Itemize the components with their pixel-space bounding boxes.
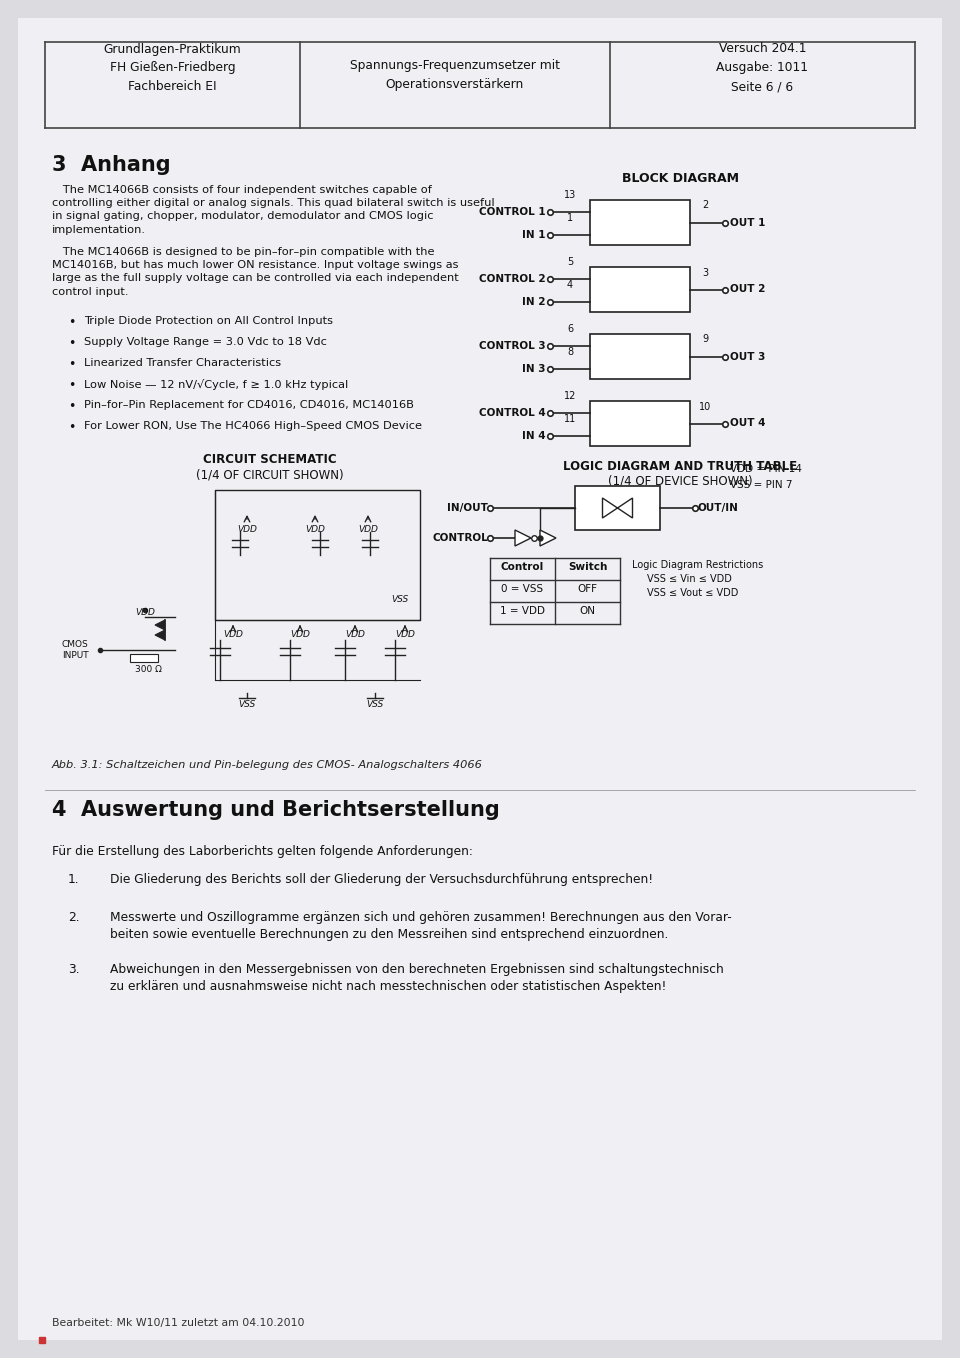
Polygon shape <box>515 530 531 546</box>
Text: IN 2: IN 2 <box>522 297 546 307</box>
Text: 3: 3 <box>702 268 708 277</box>
Text: 13: 13 <box>564 190 576 200</box>
Text: Switch: Switch <box>567 562 607 572</box>
Text: 3.: 3. <box>68 963 80 976</box>
Text: Low Noise — 12 nV/√Cycle, f ≥ 1.0 kHz typical: Low Noise — 12 nV/√Cycle, f ≥ 1.0 kHz ty… <box>84 379 348 390</box>
Text: 4: 4 <box>567 280 573 291</box>
Polygon shape <box>540 530 556 546</box>
Text: 10: 10 <box>699 402 711 411</box>
Text: Triple Diode Protection on All Control Inputs: Triple Diode Protection on All Control I… <box>84 316 333 326</box>
Text: 9: 9 <box>702 334 708 345</box>
Text: 6: 6 <box>567 325 573 334</box>
Text: VDD: VDD <box>345 630 365 640</box>
Text: 2.: 2. <box>68 911 80 923</box>
Text: Grundlagen-Praktikum
FH Gießen-Friedberg
Fachbereich EI: Grundlagen-Praktikum FH Gießen-Friedberg… <box>104 42 241 94</box>
Text: CMOS: CMOS <box>61 640 88 649</box>
Text: Die Gliederung des Berichts soll der Gliederung der Versuchsdurchführung entspre: Die Gliederung des Berichts soll der Gli… <box>110 873 653 885</box>
Text: ON: ON <box>580 606 595 617</box>
Text: Control: Control <box>501 562 544 572</box>
Polygon shape <box>603 498 633 517</box>
Text: OUT 1: OUT 1 <box>730 217 765 228</box>
Text: VDD: VDD <box>290 630 310 640</box>
Text: The MC14066B is designed to be pin–for–pin compatible with the
MC14016B, but has: The MC14066B is designed to be pin–for–p… <box>52 247 459 296</box>
Text: •: • <box>68 379 76 392</box>
Text: OUT 3: OUT 3 <box>730 352 765 361</box>
Text: VDD: VDD <box>305 526 324 534</box>
Text: OUT/IN: OUT/IN <box>698 502 739 513</box>
Polygon shape <box>155 621 165 630</box>
Text: 0 = VSS: 0 = VSS <box>501 584 543 593</box>
Text: CIRCUIT SCHEMATIC: CIRCUIT SCHEMATIC <box>204 454 337 466</box>
Text: 8: 8 <box>567 348 573 357</box>
Text: Logic Diagram Restrictions: Logic Diagram Restrictions <box>632 559 763 570</box>
Text: IN/OUT: IN/OUT <box>447 502 488 513</box>
Text: OUT 4: OUT 4 <box>730 418 765 429</box>
Text: LOGIC DIAGRAM AND TRUTH TABLE: LOGIC DIAGRAM AND TRUTH TABLE <box>563 460 797 473</box>
Text: CONTROL 2: CONTROL 2 <box>479 274 546 284</box>
Bar <box>130 655 158 661</box>
Text: (1/4 OF DEVICE SHOWN): (1/4 OF DEVICE SHOWN) <box>608 475 753 488</box>
Text: Versuch 204.1
Ausgabe: 1011
Seite 6 / 6: Versuch 204.1 Ausgabe: 1011 Seite 6 / 6 <box>716 42 808 94</box>
Text: •: • <box>68 401 76 413</box>
Text: 3  Anhang: 3 Anhang <box>52 155 171 175</box>
Text: 5: 5 <box>566 257 573 268</box>
Text: •: • <box>68 316 76 329</box>
Text: IN 1: IN 1 <box>522 230 546 240</box>
Text: VDD: VDD <box>135 608 155 617</box>
Text: •: • <box>68 337 76 350</box>
Text: •: • <box>68 359 76 371</box>
Text: •: • <box>68 421 76 435</box>
Text: VSS ≤ Vin ≤ VDD: VSS ≤ Vin ≤ VDD <box>647 574 732 584</box>
Bar <box>590 268 690 312</box>
Text: 2: 2 <box>702 201 708 210</box>
Text: VDD: VDD <box>223 630 243 640</box>
Text: Für die Erstellung des Laborberichts gelten folgende Anforderungen:: Für die Erstellung des Laborberichts gel… <box>52 845 473 858</box>
Text: 1: 1 <box>567 213 573 223</box>
Text: VSS ≤ Vout ≤ VDD: VSS ≤ Vout ≤ VDD <box>647 588 738 598</box>
Bar <box>575 486 660 530</box>
Text: Messwerte und Oszillogramme ergänzen sich und gehören zusammen! Berechnungen aus: Messwerte und Oszillogramme ergänzen sic… <box>110 911 732 941</box>
Text: VSS: VSS <box>367 699 384 709</box>
Text: Supply Voltage Range = 3.0 Vdc to 18 Vdc: Supply Voltage Range = 3.0 Vdc to 18 Vdc <box>84 337 326 348</box>
Bar <box>590 200 690 244</box>
Text: The MC14066B consists of four independent switches capable of
controlling either: The MC14066B consists of four independen… <box>52 185 494 235</box>
Text: Pin–for–Pin Replacement for CD4016, CD4016, MC14016B: Pin–for–Pin Replacement for CD4016, CD40… <box>84 401 414 410</box>
Text: Abb. 3.1: Schaltzeichen und Pin-belegung des CMOS- Analogschalters 4066: Abb. 3.1: Schaltzeichen und Pin-belegung… <box>52 760 483 770</box>
Text: VSS = PIN 7: VSS = PIN 7 <box>730 479 793 490</box>
Text: VDD: VDD <box>358 526 378 534</box>
Text: VSS: VSS <box>238 699 255 709</box>
Text: 300 Ω: 300 Ω <box>134 665 161 674</box>
Text: IN 3: IN 3 <box>522 364 546 373</box>
Text: 11: 11 <box>564 414 576 424</box>
Text: For Lower RON, Use The HC4066 High–Speed CMOS Device: For Lower RON, Use The HC4066 High–Speed… <box>84 421 422 430</box>
Polygon shape <box>155 630 165 640</box>
Bar <box>215 490 420 621</box>
Text: IN 4: IN 4 <box>522 430 546 441</box>
Text: Spannungs-Frequenzumsetzer mit
Operationsverstärkern: Spannungs-Frequenzumsetzer mit Operation… <box>350 58 560 91</box>
Text: Bearbeitet: Mk W10/11 zuletzt am 04.10.2010: Bearbeitet: Mk W10/11 zuletzt am 04.10.2… <box>52 1319 304 1328</box>
Text: Abweichungen in den Messergebnissen von den berechneten Ergebnissen sind schaltu: Abweichungen in den Messergebnissen von … <box>110 963 724 993</box>
Text: 12: 12 <box>564 391 576 401</box>
Text: VDD: VDD <box>237 526 257 534</box>
Text: 4  Auswertung und Berichtserstellung: 4 Auswertung und Berichtserstellung <box>52 800 500 820</box>
Text: CONTROL 4: CONTROL 4 <box>479 407 546 418</box>
Text: (1/4 OF CIRCUIT SHOWN): (1/4 OF CIRCUIT SHOWN) <box>196 469 344 481</box>
Text: CONTROL: CONTROL <box>432 532 488 543</box>
Text: OUT 2: OUT 2 <box>730 284 765 295</box>
Text: OFF: OFF <box>578 584 597 593</box>
Text: VDD = PIN 14: VDD = PIN 14 <box>730 464 802 474</box>
Text: Linearized Transfer Characteristics: Linearized Transfer Characteristics <box>84 359 281 368</box>
Text: CONTROL 1: CONTROL 1 <box>479 206 546 217</box>
Text: VDD: VDD <box>396 630 415 640</box>
Bar <box>590 334 690 379</box>
Text: BLOCK DIAGRAM: BLOCK DIAGRAM <box>621 172 738 185</box>
Text: 1.: 1. <box>68 873 80 885</box>
Text: 1 = VDD: 1 = VDD <box>500 606 545 617</box>
Text: CONTROL 3: CONTROL 3 <box>479 341 546 350</box>
Bar <box>590 401 690 445</box>
Text: VSS: VSS <box>392 595 409 604</box>
Text: INPUT: INPUT <box>61 650 88 660</box>
